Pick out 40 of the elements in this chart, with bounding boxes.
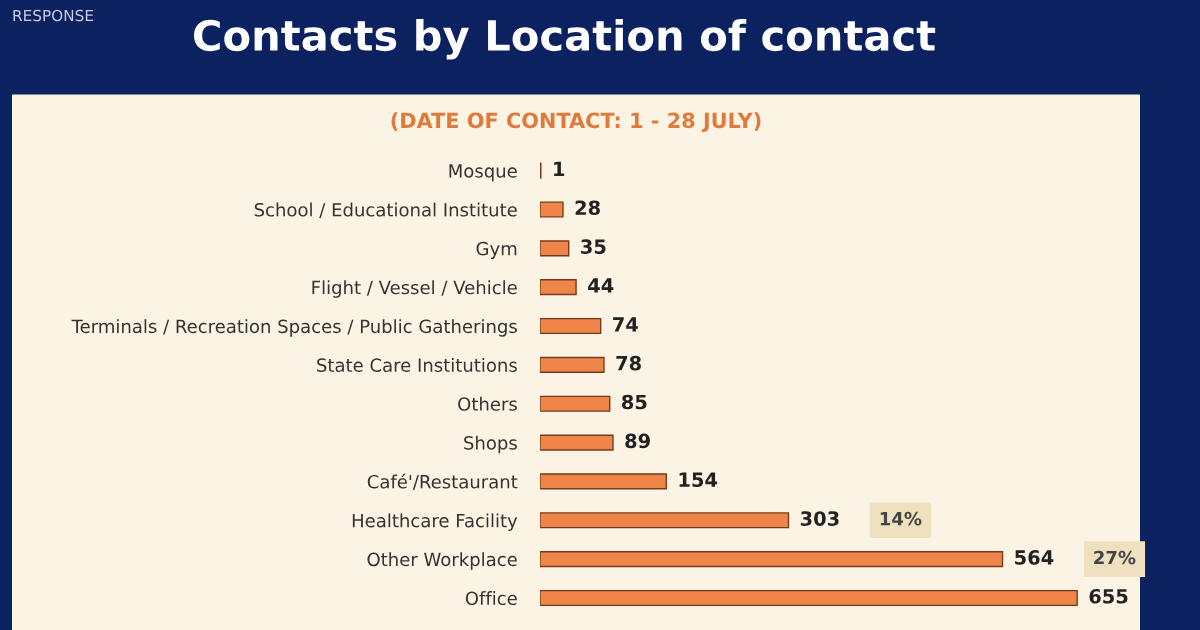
bar xyxy=(540,317,602,335)
y-tick-label: Office xyxy=(465,591,517,606)
y-tick-label: Terminals / Recreation Spaces / Public Gatherings xyxy=(71,319,517,337)
bar xyxy=(540,395,611,412)
bar xyxy=(540,512,790,529)
bar xyxy=(540,356,605,373)
y-tick-label: School / Educational Institute xyxy=(254,202,517,219)
data-label: 303 xyxy=(800,511,839,526)
data-label: 44 xyxy=(588,278,614,293)
data-label: 78 xyxy=(616,355,641,371)
bar xyxy=(540,240,570,257)
chart-subtitle: (DATE OF CONTACT: 1 - 28 JULY) xyxy=(391,112,761,133)
y-tick-label: Mosque xyxy=(449,164,517,182)
text: 27% xyxy=(1094,550,1136,565)
y-tick-label: Gym xyxy=(476,241,517,259)
annotation: 14% xyxy=(880,511,922,526)
text: RESPONSE xyxy=(13,9,94,22)
y-tick-label: Others xyxy=(458,396,517,411)
bar xyxy=(540,589,1078,607)
y-tick-label: Café'/Restaurant xyxy=(367,473,518,490)
y-tick-label: Flight / Vessel / Vehicle xyxy=(312,280,517,298)
bar xyxy=(540,201,564,218)
data-label: 564 xyxy=(1015,550,1054,565)
bar xyxy=(540,279,577,296)
data-label: 1 xyxy=(554,161,565,176)
data-label: 154 xyxy=(679,472,718,488)
bar xyxy=(540,434,614,451)
data-label: 74 xyxy=(613,317,638,332)
bar xyxy=(540,551,1004,568)
y-tick-label: Other Workplace xyxy=(367,552,517,570)
data-label: 35 xyxy=(581,239,606,254)
y-tick-label: State Care Institutions xyxy=(317,358,517,372)
data-label: 89 xyxy=(625,433,650,449)
data-label: 85 xyxy=(622,394,647,410)
data-label: 655 xyxy=(1089,588,1128,604)
y-tick-label: Shops xyxy=(464,435,517,454)
chart-title: Contacts by Location of contact xyxy=(193,18,936,60)
data-label: 28 xyxy=(575,200,600,216)
y-tick-label: Healthcare Facility xyxy=(352,513,518,531)
bar xyxy=(540,473,667,490)
